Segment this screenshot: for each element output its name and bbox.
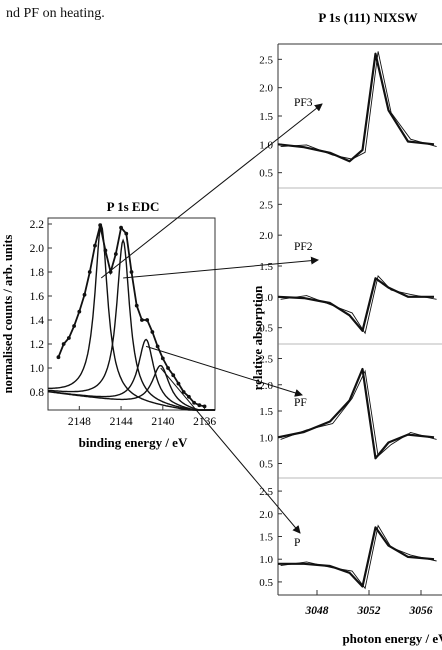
edc-xtick-label: 2144	[110, 416, 133, 428]
nixsw-ytick-label: 2.5	[259, 199, 273, 211]
edc-xtick-label: 2140	[151, 416, 174, 428]
edc-data-point	[82, 292, 87, 297]
edc-ytick-label: 0.8	[30, 387, 45, 399]
assignment-arrows	[100, 103, 323, 534]
edc-data-point	[87, 270, 92, 274]
edc-data-point	[197, 403, 202, 408]
nixsw-data-trace	[280, 524, 437, 590]
nixsw-ytick-label: 0.5	[259, 577, 273, 589]
edc-xtick-label: 2148	[68, 416, 91, 428]
nixsw-xtick-label: 3052	[357, 605, 381, 617]
nixsw-ytick-label: 2.5	[259, 354, 273, 366]
edc-plot-frame	[47, 217, 216, 411]
edc-component-peak	[47, 238, 215, 411]
nixsw-xtick-label: 3056	[409, 605, 433, 617]
nixsw-data-trace	[280, 369, 437, 457]
assignment-arrow	[123, 256, 319, 279]
nixsw-fit-curve	[277, 277, 434, 332]
caption-fragment: nd PF on heating.	[6, 6, 105, 21]
nixsw-ytick-label: 2.5	[259, 54, 273, 66]
assignment-arrow	[160, 367, 301, 534]
edc-data-point	[113, 252, 118, 256]
nixsw-fit-curve	[277, 52, 435, 163]
edc-data-point	[192, 400, 197, 405]
edc-data-point	[129, 270, 134, 274]
nixsw-ytick-label: 0.5	[259, 168, 273, 180]
edc-xtick-label: 2136	[193, 416, 216, 428]
nixsw-ytick-label: 2.0	[259, 509, 273, 521]
edc-data-point	[98, 223, 103, 228]
edc-data-point	[171, 373, 176, 378]
edc-data-point	[119, 225, 123, 230]
edc-ytick-label: 1.0	[30, 363, 45, 375]
nixsw-ytick-label: 1.5	[259, 532, 273, 544]
edc-data-point	[56, 355, 61, 360]
nixsw-data-trace	[280, 51, 437, 160]
edc-data-point	[181, 390, 186, 394]
edc-xlabel: binding energy / eV	[79, 435, 188, 450]
edc-data-point	[187, 394, 191, 399]
edc-data-point	[150, 330, 155, 334]
edc-ytick-label: 1.4	[30, 315, 45, 327]
nixsw-data-trace	[280, 274, 437, 335]
species-label: P	[294, 537, 300, 549]
nixsw-fit-curve	[278, 526, 435, 588]
edc-ytick-label: 2.2	[30, 219, 45, 231]
species-label: PF3	[294, 97, 313, 109]
nixsw-ytick-label: 1.0	[259, 139, 273, 151]
nixsw-ytick-label: 1.5	[259, 111, 273, 123]
edc-data-point	[134, 303, 139, 308]
nixsw-ytick-label: 0.5	[259, 459, 273, 471]
nixsw-ytick-label: 2.0	[259, 83, 273, 95]
edc-ytick-label: 1.2	[30, 339, 45, 351]
edc-data-point	[145, 318, 150, 322]
assignment-arrow	[145, 345, 303, 397]
edc-ytick-label: 1.8	[30, 267, 45, 279]
edc-component-peak	[47, 364, 215, 411]
nixsw-xtick-label: 3048	[305, 605, 329, 617]
edc-data-point	[176, 381, 181, 386]
edc-data-point	[72, 324, 76, 328]
edc-data-point	[103, 248, 108, 253]
nixsw-ytick-label: 1.5	[259, 406, 273, 418]
nixsw-ytick-label: 1.5	[259, 261, 273, 273]
edc-ytick-label: 1.6	[30, 291, 45, 303]
edc-data-point	[66, 336, 71, 340]
nixsw-xlabel: photon energy / eV	[342, 631, 442, 646]
edc-data-point	[202, 404, 207, 409]
edc-ylabel: normalised counts / arb. units	[1, 235, 15, 394]
edc-chart: P 1s EDC binding energy / eV normalised co…	[1, 199, 216, 450]
nixsw-chart: P 1s (111) NIXSW relative absorption photo…	[250, 10, 442, 646]
edc-data-point	[166, 366, 170, 370]
nixsw-ylabel: relative absorption	[250, 285, 265, 391]
edc-data-point	[124, 231, 129, 236]
edc-ytick-label: 2.0	[30, 243, 45, 255]
edc-data-point	[160, 356, 165, 361]
nixsw-title: P 1s (111) NIXSW	[318, 10, 417, 25]
species-label: PF	[294, 397, 307, 409]
species-label: PF2	[294, 241, 313, 253]
nixsw-ytick-label: 1.0	[259, 554, 273, 566]
edc-data-point	[61, 342, 66, 346]
edc-title: P 1s EDC	[107, 199, 160, 214]
nixsw-ytick-label: 1.0	[259, 292, 273, 304]
edc-envelope-line	[57, 224, 205, 408]
nixsw-ytick-label: 1.0	[259, 432, 273, 444]
edc-data-point	[77, 309, 82, 314]
nixsw-fit-curve	[277, 367, 435, 460]
nixsw-ytick-label: 0.5	[259, 323, 273, 335]
edc-data-point	[140, 318, 144, 322]
assignment-arrow	[100, 103, 323, 279]
edc-data-point	[155, 344, 160, 349]
nixsw-ytick-label: 2.0	[259, 230, 273, 242]
edc-component-peak	[48, 223, 215, 411]
edc-data-point	[93, 243, 97, 248]
